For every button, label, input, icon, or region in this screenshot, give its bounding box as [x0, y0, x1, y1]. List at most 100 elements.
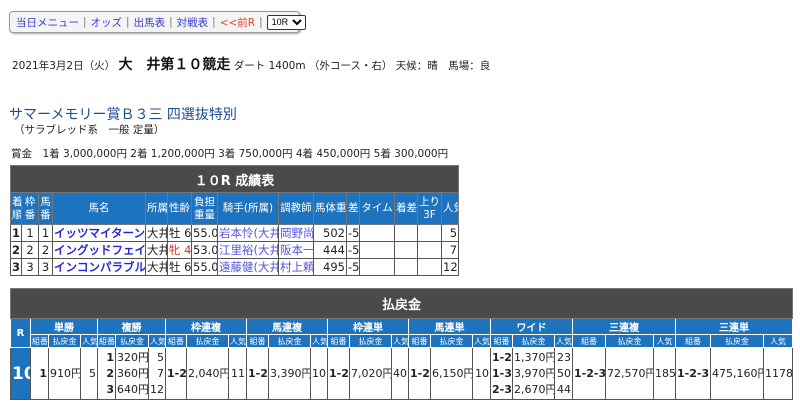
payout-pop: 185 — [653, 347, 676, 400]
payout-pay: 475,160円 — [710, 347, 764, 400]
odds-link[interactable]: オッズ — [90, 16, 123, 29]
payout-combo: 1-2 — [246, 347, 269, 400]
cell-pop: 12 — [440, 258, 460, 276]
separator: | — [126, 16, 130, 28]
cell-horse[interactable]: インコンパラブル — [52, 258, 146, 276]
cell-trainer[interactable]: 岡野尚 — [278, 224, 314, 242]
payout-table: 払戻金 R 単勝 複勝 枠連複 馬連複 枠連単 馬連単 ワイド 三連複 三連単 組番 払戻金 人気 組番… — [9, 288, 794, 400]
cell-trainer[interactable]: 阪本一 — [278, 241, 314, 259]
cell-horse[interactable]: イングッドフェイス — [52, 241, 146, 259]
payout-pop: 5 7 12 — [148, 347, 166, 400]
sub-header: 組番 — [165, 334, 187, 348]
payout-combo: 1-2-3 — [572, 347, 606, 400]
cell-margin — [394, 224, 418, 242]
cell-frame: 2 — [21, 241, 39, 259]
separator: | — [212, 16, 216, 28]
cell-f3 — [417, 258, 442, 276]
payout-pop: 40 — [391, 347, 409, 400]
prize-money: 賞金 1着 3,000,000円 2着 1,200,000円 3着 750,00… — [11, 148, 449, 160]
sub-header: 払戻金 — [512, 334, 555, 348]
payout-pay: 72,570円 — [605, 347, 654, 400]
race-info: 2021年3月2日（火） 大 井第１０競走 ダート 1400m （外コース・右）… — [12, 54, 490, 74]
race-nav-bar: 当日メニュー | オッズ | 出馬表 | 対戦表 | <<前R | 10R — [9, 11, 306, 33]
sub-header: 組番 — [30, 334, 49, 348]
cell-frame: 3 — [21, 258, 39, 276]
results-header: 馬番 — [38, 192, 53, 225]
sub-header: 払戻金 — [48, 334, 81, 348]
sub-header: 払戻金 — [186, 334, 229, 348]
sub-header: 払戻金 — [430, 334, 473, 348]
cell-body: 502 — [313, 224, 347, 242]
race-course: ダート 1400m （外コース・右） 天候：晴 馬場：良 — [233, 60, 491, 72]
menu-link[interactable]: 当日メニュー — [16, 16, 79, 29]
cell-diff: -5 — [346, 258, 360, 276]
sub-header: 人気 — [472, 334, 491, 348]
cell-frame: 1 — [21, 224, 39, 242]
payout-combo: 1-2-3 — [675, 347, 711, 400]
cell-jockey[interactable]: 江里裕(大井) — [217, 241, 279, 259]
payout-caption: 払戻金 — [9, 288, 794, 319]
results-caption: １０R 成績表 — [9, 165, 460, 193]
cell-jockey[interactable]: 岩本怜(大井) — [217, 224, 279, 242]
separator: | — [169, 16, 173, 28]
payout-pop: 10 — [472, 347, 491, 400]
cell-margin — [394, 258, 418, 276]
matchup-link[interactable]: 対戦表 — [176, 16, 209, 29]
payout-pay: 2,040円 — [186, 347, 229, 400]
race-name: 大 井第１０競走 — [118, 57, 231, 73]
results-header: 上り3F — [417, 192, 442, 225]
prev-race-link[interactable]: <<前R — [219, 16, 256, 29]
results-table: １０R 成績表 着順 枠番 馬番 馬名 所属 性齢 負担重量 騎手(所属) 調教師 馬体重差タイム… — [9, 165, 460, 276]
payout-pay: 1,370円 3,970円 2,670円 — [512, 347, 555, 400]
results-header: 着差 — [394, 192, 418, 225]
race-select[interactable]: 10R — [266, 14, 306, 30]
cell-pos: 2 — [10, 241, 22, 259]
bet-type-header: 三連複 — [572, 318, 676, 335]
cell-num: 2 — [38, 241, 53, 259]
sub-header: 人気 — [391, 334, 409, 348]
payout-pay: 320円 360円 640円 — [115, 347, 149, 400]
sub-header: 人気 — [228, 334, 247, 348]
bet-type-header: 馬連単 — [408, 318, 491, 335]
sub-header: 人気 — [148, 334, 166, 348]
payout-pop: 5 — [80, 347, 98, 400]
payout-pay: 3,390円 — [268, 347, 311, 400]
cell-margin — [394, 241, 418, 259]
sub-header: 払戻金 — [349, 334, 392, 348]
cell-time — [359, 258, 395, 276]
sub-header: 組番 — [97, 334, 116, 348]
results-header: 騎手(所属) — [217, 192, 279, 225]
race-subtitle: （サラブレッド系 一般 定量） — [14, 124, 165, 136]
results-header: 負担重量 — [191, 192, 218, 225]
sub-header: 組番 — [246, 334, 269, 348]
results-header: 所属 — [145, 192, 168, 225]
sub-header: 組番 — [490, 334, 513, 348]
sub-header: 組番 — [675, 334, 711, 348]
results-header: タイム — [359, 192, 395, 225]
sub-header: 組番 — [327, 334, 350, 348]
cell-sexage: 牡 6 — [167, 224, 192, 242]
cell-num: 3 — [38, 258, 53, 276]
cell-diff: -5 — [346, 224, 360, 242]
cell-pop: 7 — [440, 241, 460, 259]
bet-type-header: 単勝 — [30, 318, 98, 335]
cell-jockey[interactable]: 遠藤健(大井) — [217, 258, 279, 276]
cell-trainer[interactable]: 村上頼 — [278, 258, 314, 276]
payout-pop: 23 50 44 — [554, 347, 573, 400]
sub-header: 人気 — [80, 334, 98, 348]
sub-header: 人気 — [762, 334, 794, 348]
bet-type-header: 複勝 — [97, 318, 166, 335]
cell-f3 — [417, 241, 442, 259]
race-title: サマーメモリー賞Ｂ３三 四選抜特別 — [9, 107, 237, 123]
results-header: 馬体重 — [313, 192, 347, 225]
cell-sexage: 牝 4 — [167, 241, 192, 259]
cell-body: 444 — [313, 241, 347, 259]
results-header: 馬名 — [52, 192, 146, 225]
sub-header: 組番 — [408, 334, 431, 348]
bet-type-header: 馬連複 — [246, 318, 328, 335]
cell-horse[interactable]: イッツマイターン — [52, 224, 146, 242]
cell-pos: 3 — [10, 258, 22, 276]
entries-link[interactable]: 出馬表 — [133, 16, 166, 29]
